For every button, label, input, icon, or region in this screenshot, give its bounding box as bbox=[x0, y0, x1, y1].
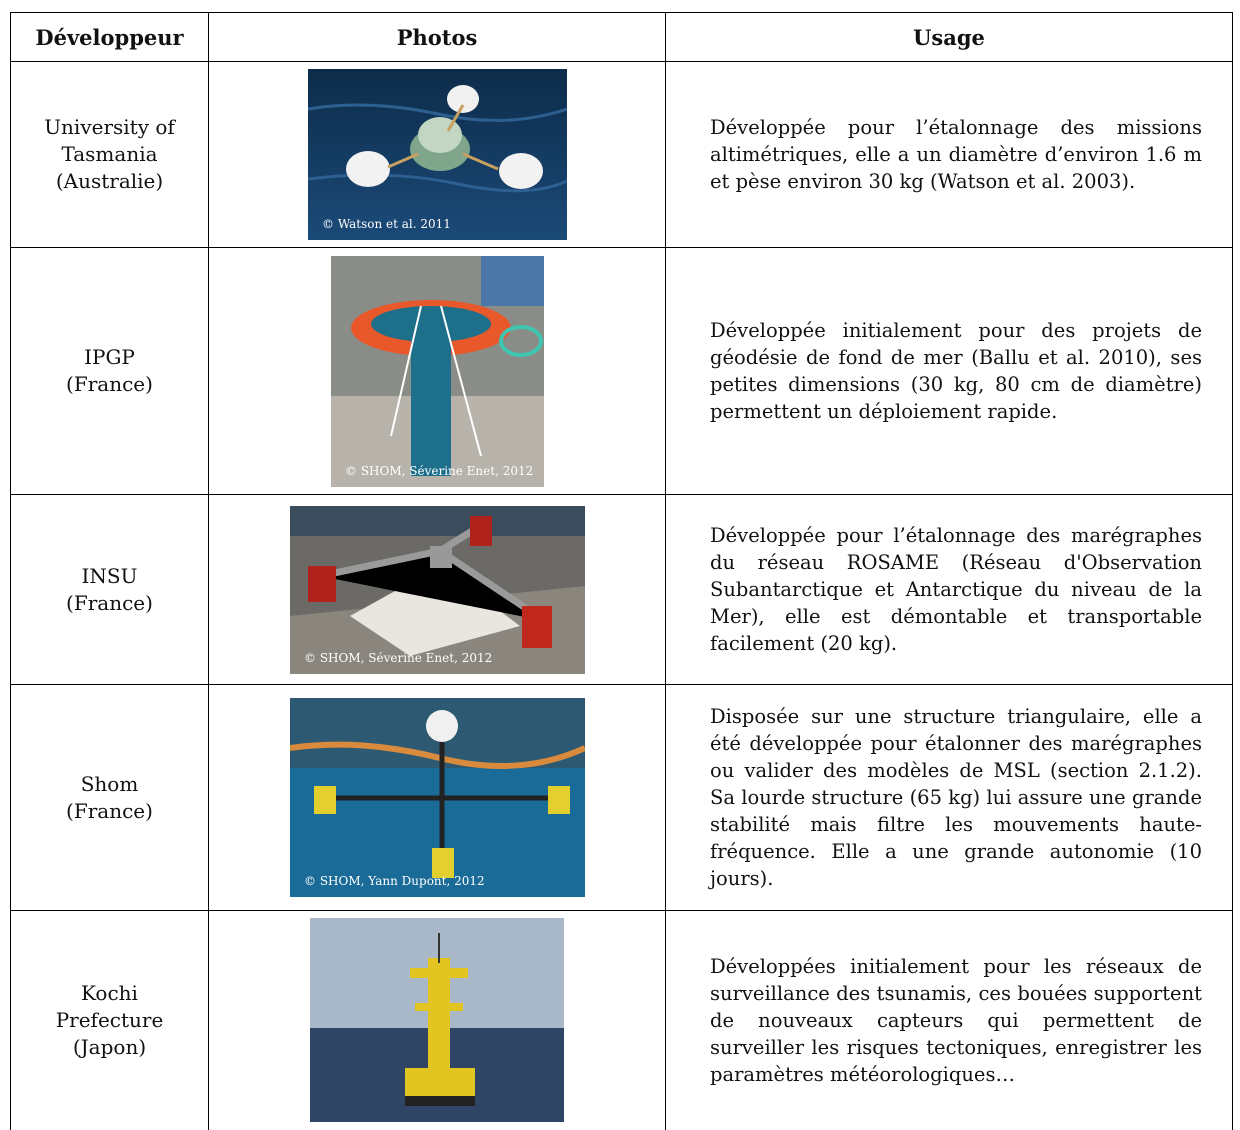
developer-line: Shom bbox=[80, 771, 139, 796]
photo: © Watson et al. 2011 bbox=[307, 69, 567, 240]
developer-line: (France) bbox=[66, 798, 153, 823]
photo-caption: © SHOM, Yann Dupont, 2012 bbox=[304, 874, 485, 888]
usage-cell: Développées initialement pour les réseau… bbox=[665, 910, 1233, 1130]
developer-cell: INSU (France) bbox=[10, 494, 209, 685]
photo-cell: © Watson et al. 2011 bbox=[208, 61, 666, 248]
header-row: Développeur Photos Usage bbox=[10, 12, 1233, 62]
table-row: Shom (France) © SHOM, Yann Dupont, 2012 Di… bbox=[10, 684, 1233, 911]
usage-cell: Disposée sur une structure triangulaire,… bbox=[665, 684, 1233, 911]
developer-line: (Japon) bbox=[72, 1034, 147, 1059]
table-row: IPGP (France) © SHOM, Séverine Enet, 2012… bbox=[10, 247, 1233, 495]
photo-cell: © SHOM, Yann Dupont, 2012 bbox=[208, 684, 666, 911]
developer-line: (Australie) bbox=[55, 169, 164, 193]
developer-line: Kochi bbox=[81, 980, 138, 1005]
developer-line: (France) bbox=[66, 372, 153, 396]
header-cell: Photos bbox=[208, 12, 666, 62]
developer-line: INSU bbox=[81, 563, 138, 588]
developer-cell: IPGP (France) bbox=[10, 247, 209, 495]
usage-cell: Développée pour l’étalonnage des marégra… bbox=[665, 494, 1233, 685]
photo: © SHOM, Séverine Enet, 2012 bbox=[289, 505, 585, 674]
header-cell: Usage bbox=[665, 12, 1233, 62]
developer-cell: Kochi Prefecture (Japon) bbox=[10, 910, 209, 1130]
header-cell: Développeur bbox=[10, 12, 209, 62]
usage-cell: Développée initialement pour des projets… bbox=[665, 247, 1233, 495]
table-row: University of Tasmania (Australie) © Watso… bbox=[10, 61, 1233, 248]
photo-cell: © SHOM, Séverine Enet, 2012 bbox=[208, 247, 666, 495]
photo-cell bbox=[208, 910, 666, 1130]
photo bbox=[310, 918, 564, 1123]
developer-line: IPGP bbox=[84, 345, 135, 369]
table-body: University of Tasmania (Australie) © Watso… bbox=[10, 61, 1233, 1130]
developer-line: Prefecture bbox=[55, 1007, 164, 1032]
developer-cell: University of Tasmania (Australie) bbox=[10, 61, 209, 248]
developer-line: (France) bbox=[66, 590, 153, 615]
developer-cell: Shom (France) bbox=[10, 684, 209, 911]
table-row: INSU (France) © SHOM, Séverine Enet, 2012… bbox=[10, 494, 1233, 685]
photo-caption: © SHOM, Séverine Enet, 2012 bbox=[304, 651, 492, 665]
buoy-table: Développeur Photos Usage University of Ta… bbox=[10, 12, 1233, 1130]
developer-line: Tasmania bbox=[61, 142, 158, 166]
photo-cell: © SHOM, Séverine Enet, 2012 bbox=[208, 494, 666, 685]
photo: © SHOM, Yann Dupont, 2012 bbox=[289, 698, 585, 897]
photo-caption: © SHOM, Séverine Enet, 2012 bbox=[345, 464, 533, 478]
developer-line: University of bbox=[44, 115, 175, 139]
table-row: Kochi Prefecture (Japon) Développées initi… bbox=[10, 910, 1233, 1130]
photo-caption: © Watson et al. 2011 bbox=[322, 217, 451, 231]
photo: © SHOM, Séverine Enet, 2012 bbox=[330, 255, 544, 487]
usage-cell: Développée pour l’étalonnage des mission… bbox=[665, 61, 1233, 248]
